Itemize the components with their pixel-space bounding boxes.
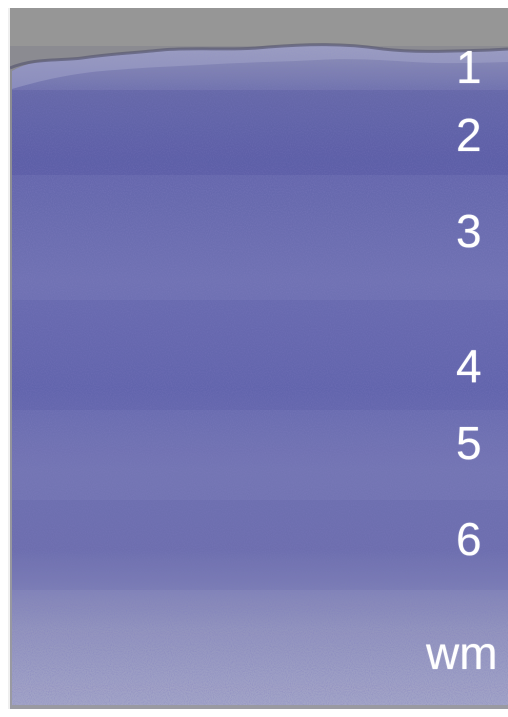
layer-label-3: 3 [456,205,482,257]
layer-label-4: 4 [456,340,482,392]
layer-label-1: 1 [456,41,482,93]
white-matter-label: wm [426,627,498,679]
layer-label-6: 6 [456,513,482,565]
layer-label-2: 2 [456,109,482,161]
layer-label-5: 5 [456,417,482,469]
